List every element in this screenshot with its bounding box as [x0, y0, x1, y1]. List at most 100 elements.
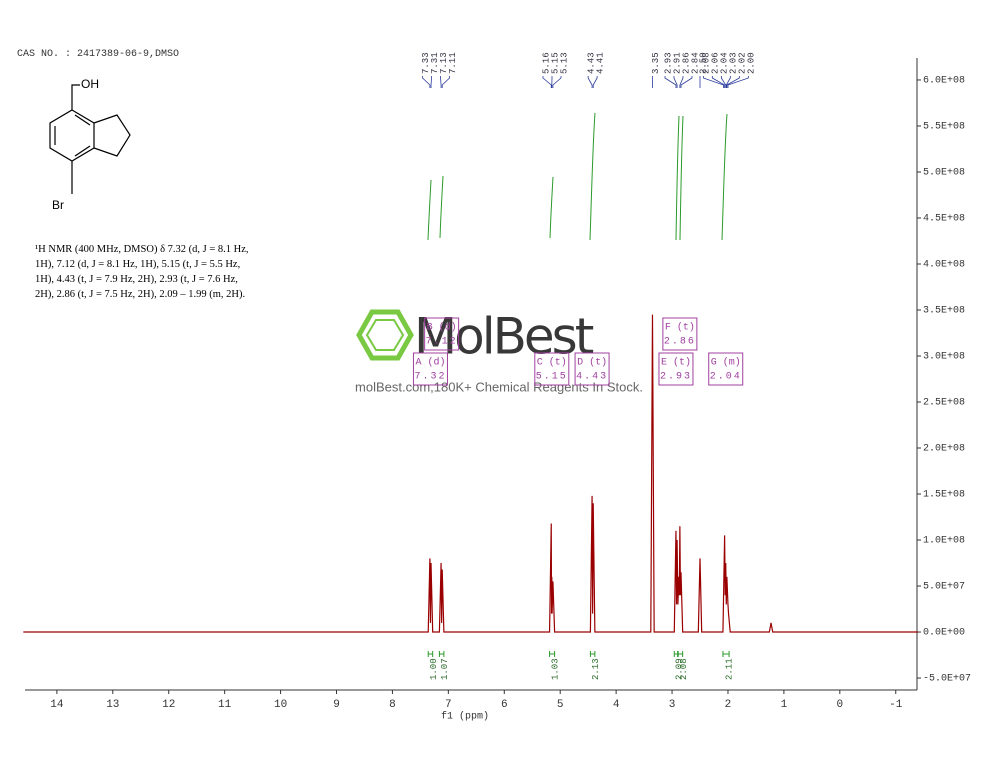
integral-label: 1.03 [550, 658, 560, 680]
y-tick-label: 6.0E+08 [923, 76, 965, 87]
multiplet-box [662, 317, 698, 351]
cas-number: CAS NO. : 2417389-06-9,DMSO [17, 49, 180, 60]
y-tick-label: 4.0E+08 [923, 260, 965, 271]
cyclopentane-ring [93, 114, 131, 157]
multiplet-shift: 4.43 [576, 372, 608, 383]
multiplet-name: F (t) [665, 322, 695, 334]
peak-connector [725, 76, 731, 88]
peak-label: 5.13 [559, 52, 569, 74]
multiplet-shift: 2.86 [664, 337, 696, 348]
x-tick-label: 9 [333, 699, 340, 711]
integral-bracket [589, 651, 596, 657]
atom-label: Br [52, 198, 64, 212]
structure [49, 84, 131, 194]
multiplet-name: E (t) [661, 357, 691, 369]
y-tick-label: 3.5E+08 [923, 306, 965, 317]
peak-label: 2.93 [663, 52, 673, 74]
multiplet-name: G (m) [711, 357, 741, 369]
y-tick-label: 1.0E+08 [923, 536, 965, 547]
multiplet-shift: 5.15 [536, 372, 568, 383]
integral-curves [427, 112, 728, 241]
peak-connector [679, 76, 684, 88]
integral-curve [439, 175, 444, 239]
peak-connector [440, 76, 442, 88]
double-bond [74, 145, 91, 157]
x-tick-label: 5 [557, 699, 564, 711]
peak-label: 2.00 [747, 52, 757, 74]
multiplet-shift: 2.93 [660, 372, 692, 383]
multiplet-box [534, 352, 570, 386]
peak-connector [711, 76, 726, 88]
peak-connector [542, 76, 552, 88]
peak-label: 2.91 [672, 52, 682, 74]
peak-connector [422, 76, 431, 88]
peak-connector [726, 76, 740, 88]
integral-bracket [673, 651, 679, 657]
peak-label: 7.33 [421, 52, 431, 74]
peak-label: 7.13 [439, 52, 449, 74]
x-tick-label: 1 [781, 699, 788, 711]
peak-label: 2.86 [681, 52, 691, 74]
multiplet-shift: 7.32 [414, 372, 446, 383]
peak-connector [680, 76, 693, 88]
integral-curve [589, 112, 596, 241]
y-tick-label: 2.5E+08 [923, 398, 965, 409]
atom-label: OH [81, 77, 99, 91]
integral-curve [679, 115, 684, 241]
peak-connector [673, 76, 678, 88]
integral-label: 2.11 [724, 658, 734, 680]
peak-connector [727, 76, 749, 88]
integral-bracket [549, 651, 556, 657]
multiplet-name: D (t) [577, 357, 607, 369]
ch2-bond [71, 84, 80, 110]
x-tick-label: 12 [162, 699, 175, 711]
y-tick-label: 4.5E+08 [923, 214, 965, 225]
peak-label: 2.06 [711, 52, 721, 74]
peak-connector [702, 76, 724, 88]
x-tick-label: 13 [106, 699, 119, 711]
peak-label: 2.08 [702, 52, 712, 74]
multiplet-name: B (d) [427, 322, 457, 334]
double-bond [74, 114, 91, 126]
y-tick-label: 3.0E+08 [923, 352, 965, 363]
multiplet-box [424, 317, 460, 351]
integral-label: 1.00 [429, 658, 439, 680]
x-tick-label: 14 [50, 699, 64, 711]
peak-connector [664, 76, 677, 88]
nmr-description: ¹H NMR (400 MHz, DMSO) δ 7.32 (d, J = 8.… [35, 244, 249, 300]
integral-bracket [722, 651, 730, 657]
peak-label: 7.11 [448, 52, 458, 74]
x-tick-label: 10 [274, 699, 287, 711]
y-tick-label: 5.0E+08 [923, 168, 965, 179]
integral-curve [721, 113, 728, 241]
y-tick-label: 5.0E+07 [923, 582, 965, 593]
x-tick-label: 0 [837, 699, 844, 711]
x-tick-label: 3 [669, 699, 676, 711]
integral-label: 1.07 [440, 658, 450, 680]
y-tick-label: 0.0E+00 [923, 628, 965, 639]
integral-curve [675, 115, 680, 241]
benzene-ring [49, 109, 95, 162]
spectrum-line [23, 314, 919, 633]
x-tick-label: 6 [501, 699, 508, 711]
integral-bracket [427, 651, 434, 657]
watermark-title: MolBest [414, 308, 594, 366]
x-axis-label: f1 (ppm) [441, 711, 489, 723]
multiplet-box [658, 352, 694, 386]
peak-label: 2.84 [690, 52, 700, 74]
peak-label: 5.15 [550, 52, 560, 74]
watermark-text: molBest.com,180K+ Chemical Reagents In S… [355, 379, 643, 394]
watermark-logo [356, 309, 414, 361]
peak-connector [441, 76, 450, 88]
integral-bracket [677, 651, 684, 657]
multiplet-shift: 2.04 [710, 372, 742, 383]
peak-connector [430, 76, 432, 88]
y-tick-label: 5.5E+08 [923, 122, 965, 133]
peak-connector [552, 76, 562, 88]
multiplet-name: C (t) [537, 357, 567, 369]
integral-curve [549, 176, 554, 239]
peak-label: 2.04 [720, 52, 730, 74]
peak-label: 2.50 [698, 52, 708, 74]
